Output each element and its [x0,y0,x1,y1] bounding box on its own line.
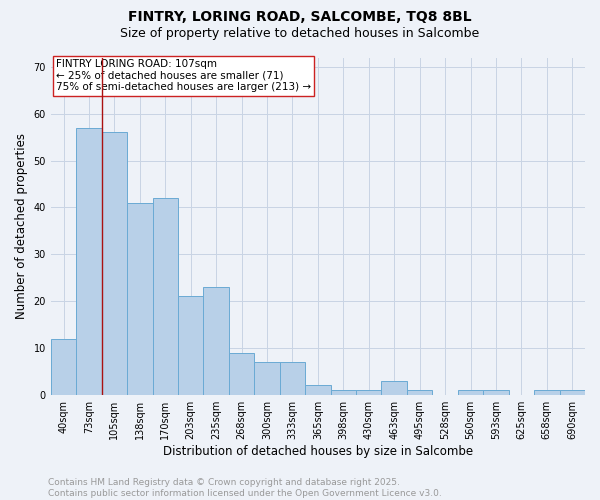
Bar [280,362,305,394]
Bar [127,202,152,394]
Bar [101,132,127,394]
Bar [203,287,229,395]
Text: FINTRY LORING ROAD: 107sqm
← 25% of detached houses are smaller (71)
75% of semi: FINTRY LORING ROAD: 107sqm ← 25% of deta… [56,59,311,92]
Bar [483,390,509,394]
Bar [331,390,356,394]
X-axis label: Distribution of detached houses by size in Salcombe: Distribution of detached houses by size … [163,444,473,458]
Bar [356,390,382,394]
Bar [560,390,585,394]
Bar [407,390,433,394]
Text: Contains HM Land Registry data © Crown copyright and database right 2025.
Contai: Contains HM Land Registry data © Crown c… [48,478,442,498]
Bar [229,352,254,395]
Y-axis label: Number of detached properties: Number of detached properties [15,133,28,319]
Bar [458,390,483,394]
Text: FINTRY, LORING ROAD, SALCOMBE, TQ8 8BL: FINTRY, LORING ROAD, SALCOMBE, TQ8 8BL [128,10,472,24]
Text: Size of property relative to detached houses in Salcombe: Size of property relative to detached ho… [121,28,479,40]
Bar [76,128,101,394]
Bar [178,296,203,394]
Bar [254,362,280,394]
Bar [382,380,407,394]
Bar [152,198,178,394]
Bar [305,386,331,394]
Bar [51,338,76,394]
Bar [534,390,560,394]
